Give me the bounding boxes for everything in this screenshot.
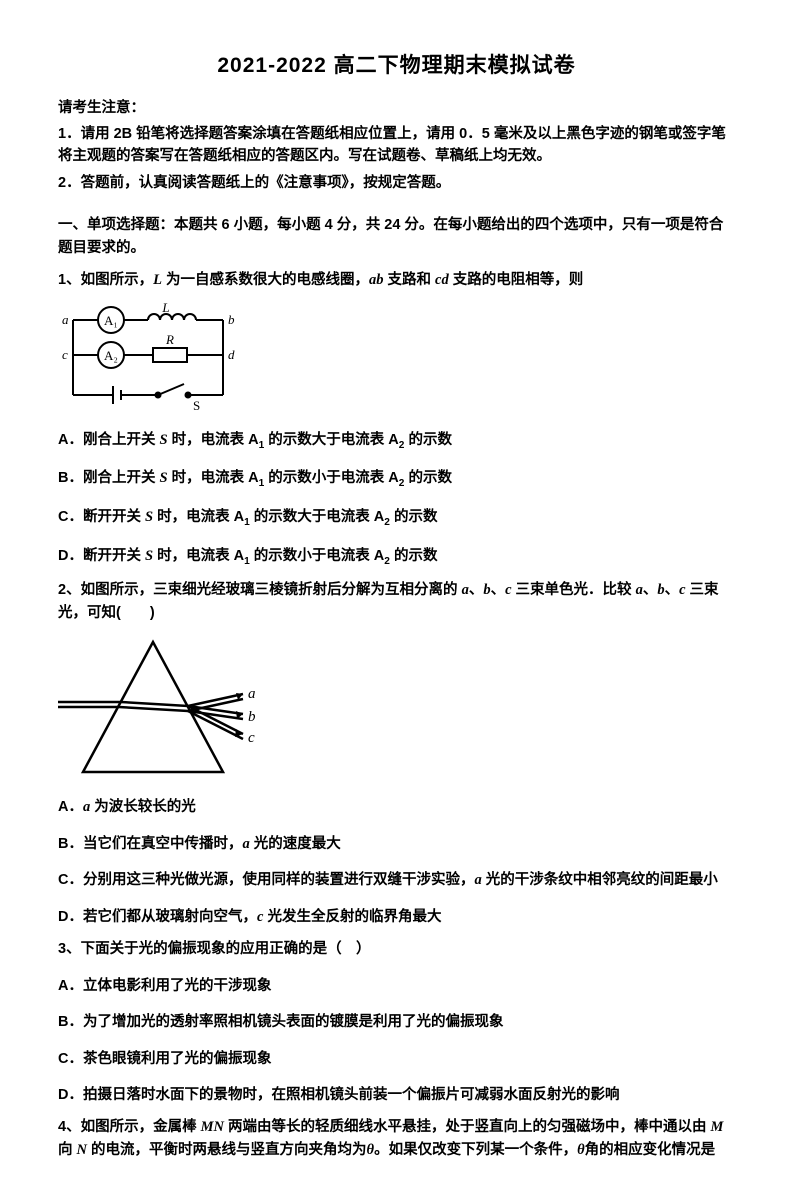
section-1-header: 一、单项选择题：本题共 6 小题，每小题 4 分，共 24 分。在每小题给出的四…	[58, 214, 735, 259]
q2-a2: a	[636, 582, 643, 598]
q1-D-b: 时，电流表 A	[153, 548, 244, 564]
q3-option-c: C．茶色眼镜利用了光的偏振现象	[58, 1048, 735, 1070]
q1-C-c: 的示数大于电流表 A	[250, 509, 385, 525]
q1-A-b: 时，电流表 A	[168, 432, 259, 448]
q1-fig-R: R	[165, 332, 174, 347]
q1-A-a: A．刚合上开关	[58, 432, 160, 448]
q2-C-pre: C．分别用这三种光做光源，使用同样的装置进行双缝干涉实验，	[58, 872, 474, 888]
q1-C-b: 时，电流表 A	[153, 509, 244, 525]
q4-e: 角的相应变化情况是	[585, 1142, 716, 1158]
q1-fig-c: c	[62, 347, 68, 362]
q2-fig-b: b	[248, 709, 256, 725]
q3-stem: 3、下面关于光的偏振现象的应用正确的是（ ）	[58, 938, 735, 960]
q1-B-d: 的示数	[404, 470, 452, 486]
q2-b2: b	[657, 582, 664, 598]
q1-option-b: B．刚合上开关 S 时，电流表 A1 的示数小于电流表 A2 的示数	[58, 467, 735, 492]
q2-C-a: a	[474, 872, 481, 888]
q2-B-a: a	[242, 836, 249, 852]
q1-text-b: 为一自感系数很大的电感线圈，	[162, 272, 369, 288]
exam-page: 2021-2022 高二下物理期末模拟试卷 请考生注意： 1．请用 2B 铅笔将…	[0, 0, 793, 1201]
q1-fig-S: S	[193, 398, 200, 413]
q2-A-pre: A．	[58, 799, 83, 815]
q3-option-a: A．立体电影利用了光的干涉现象	[58, 975, 735, 997]
q4-theta2: θ	[577, 1142, 585, 1158]
q1-ab: ab	[369, 272, 384, 288]
q3-option-b: B．为了增加光的透射率照相机镜头表面的镀膜是利用了光的偏振现象	[58, 1011, 735, 1033]
q1-A-d: 的示数	[404, 432, 452, 448]
q1-option-d: D．断开开关 S 时，电流表 A1 的示数小于电流表 A2 的示数	[58, 545, 735, 570]
notice-header: 请考生注意：	[58, 97, 735, 119]
q1-figure: a b c d L R S A₁ A₂	[58, 300, 735, 415]
q1-option-a: A．刚合上开关 S 时，电流表 A1 的示数大于电流表 A2 的示数	[58, 429, 735, 454]
q2-text-b: 三束单色光．比较	[512, 582, 636, 598]
q1-fig-A2: A₂	[104, 348, 118, 363]
q2-option-c: C．分别用这三种光做光源，使用同样的装置进行双缝干涉实验，a 光的干涉条纹中相邻…	[58, 869, 735, 891]
q1-D-a: D．断开开关	[58, 548, 145, 564]
q1-B-b: 时，电流表 A	[168, 470, 259, 486]
q1-L: L	[153, 272, 162, 288]
q1-stem: 1、如图所示，L 为一自感系数很大的电感线圈，ab 支路和 cd 支路的电阻相等…	[58, 269, 735, 291]
q1-fig-A1: A₁	[104, 313, 118, 328]
notice-1: 1．请用 2B 铅笔将选择题答案涂填在答题纸相应位置上，请用 0．5 毫米及以上…	[58, 123, 735, 168]
q1-D-c: 的示数小于电流表 A	[250, 548, 385, 564]
q2-A-post: 为波长较长的光	[90, 799, 196, 815]
q2-D-pre: D．若它们都从玻璃射向空气，	[58, 909, 257, 925]
q1-C-d: 的示数	[390, 509, 438, 525]
q1-B-S: S	[160, 470, 168, 486]
q1-B-a: B．刚合上开关	[58, 470, 160, 486]
q2-fig-c: c	[248, 730, 255, 746]
q1-D-S: S	[145, 548, 153, 564]
q1-text-d: 支路的电阻相等，则	[449, 272, 584, 288]
q2-option-d: D．若它们都从玻璃射向空气，c 光发生全反射的临界角最大	[58, 906, 735, 928]
q1-text-a: 1、如图所示，	[58, 272, 153, 288]
q1-A-S: S	[160, 432, 168, 448]
notice-2: 2．答题前，认真阅读答题纸上的《注意事项》，按规定答题。	[58, 172, 735, 194]
q2-a1: a	[462, 582, 469, 598]
q1-B-c: 的示数小于电流表 A	[264, 470, 399, 486]
q2-sep1: 、	[469, 582, 484, 598]
q2-text-a: 2、如图所示，三束细光经玻璃三棱镜折射后分解为互相分离的	[58, 582, 462, 598]
q1-fig-b: b	[228, 312, 235, 327]
q2-sep4: 、	[665, 582, 680, 598]
q1-C-S: S	[145, 509, 153, 525]
q1-fig-L: L	[161, 300, 169, 315]
q1-A-c: 的示数大于电流表 A	[264, 432, 399, 448]
q2-D-post: 光发生全反射的临界角最大	[263, 909, 441, 925]
q1-text-c: 支路和	[383, 272, 435, 288]
q1-C-a: C．断开开关	[58, 509, 145, 525]
q2-sep3: 、	[643, 582, 658, 598]
q1-D-d: 的示数	[390, 548, 438, 564]
q1-fig-d: d	[228, 347, 235, 362]
q2-stem: 2、如图所示，三束细光经玻璃三棱镜折射后分解为互相分离的 a、b、c 三束单色光…	[58, 579, 735, 624]
q2-B-pre: B．当它们在真空中传播时，	[58, 836, 242, 852]
q2-B-post: 光的速度最大	[250, 836, 341, 852]
q2-C-post: 光的干涉条纹中相邻亮纹的间距最小	[482, 872, 718, 888]
q1-fig-a: a	[62, 312, 69, 327]
q4-stem: 4、如图所示，金属棒 MN 两端由等长的轻质细线水平悬挂，处于竖直向上的匀强磁场…	[58, 1116, 735, 1161]
q4-to: 向	[58, 1142, 77, 1158]
q4-c: 的电流，平衡时两悬线与竖直方向夹角均为	[87, 1142, 367, 1158]
q4-N: N	[77, 1142, 87, 1158]
q2-option-a: A．a 为波长较长的光	[58, 796, 735, 818]
q2-option-b: B．当它们在真空中传播时，a 光的速度最大	[58, 833, 735, 855]
page-title: 2021-2022 高二下物理期末模拟试卷	[58, 50, 735, 83]
q4-d: 。如果仅改变下列某一个条件，	[374, 1142, 577, 1158]
q3-option-d: D．拍摄日落时水面下的景物时，在照相机镜头前装一个偏振片可减弱水面反射光的影响	[58, 1084, 735, 1106]
q1-cd: cd	[435, 272, 449, 288]
q1-option-c: C．断开开关 S 时，电流表 A1 的示数大于电流表 A2 的示数	[58, 506, 735, 531]
q2-figure: a b c	[58, 632, 735, 782]
q4-theta: θ	[367, 1142, 375, 1158]
q2-b1: b	[483, 582, 490, 598]
q2-sep2: 、	[491, 582, 506, 598]
q2-fig-a: a	[248, 686, 256, 702]
